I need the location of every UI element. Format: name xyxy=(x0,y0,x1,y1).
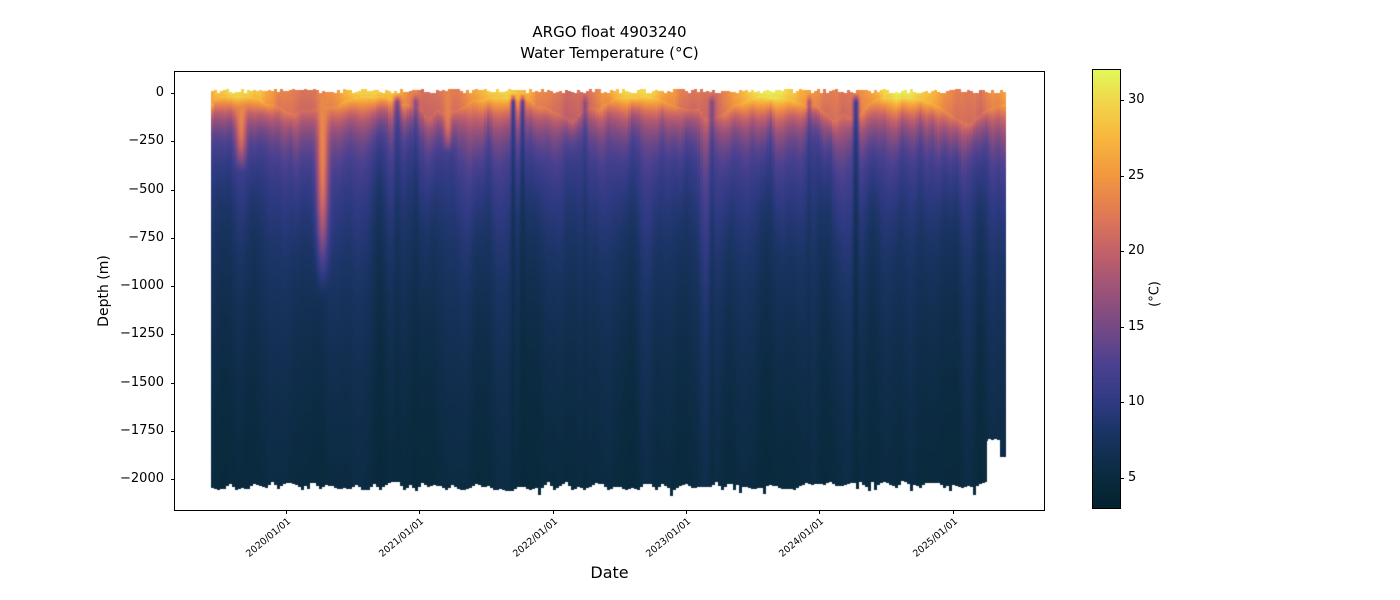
y-tick xyxy=(171,334,175,336)
colorbar-tick xyxy=(1120,402,1124,404)
heatmap-canvas xyxy=(175,72,1044,510)
chart-title: ARGO float 4903240 xyxy=(532,23,687,41)
colorbar-tick xyxy=(1120,477,1124,479)
colorbar-tick xyxy=(1120,175,1124,177)
y-tick xyxy=(171,237,175,239)
y-tick-label: −250 xyxy=(128,133,164,149)
y-tick-label: −2000 xyxy=(120,471,164,486)
colorbar-label: (°C) xyxy=(1147,281,1163,307)
x-tick-label: 2022/01/01 xyxy=(510,516,560,560)
y-tick-label: −750 xyxy=(128,229,164,245)
colorbar-gradient xyxy=(1093,70,1120,508)
colorbar-tick-label: 30 xyxy=(1128,92,1145,108)
y-tick xyxy=(171,286,175,287)
x-tick-label: 2020/01/01 xyxy=(244,516,294,560)
y-tick xyxy=(171,93,175,94)
y-tick-label: −1500 xyxy=(120,374,164,390)
title-block: ARGO float 4903240 Water Temperature (°C… xyxy=(175,22,1044,64)
chart-subtitle: Water Temperature (°C) xyxy=(520,44,699,62)
x-tick xyxy=(286,510,287,514)
x-tick-label: 2024/01/01 xyxy=(777,516,827,560)
x-tick xyxy=(952,510,954,514)
colorbar-tick xyxy=(1120,100,1124,102)
y-tick-label: −1750 xyxy=(120,422,164,438)
y-tick-label: 0 xyxy=(155,85,164,100)
colorbar-tick-label: 15 xyxy=(1128,318,1145,334)
plot-area xyxy=(174,71,1045,511)
x-tick xyxy=(552,510,554,514)
y-tick xyxy=(171,479,175,480)
colorbar-tick-label: 20 xyxy=(1128,243,1145,259)
x-axis-label: Date xyxy=(590,563,629,582)
colorbar-tick xyxy=(1120,326,1124,328)
y-tick xyxy=(171,382,175,384)
colorbar-tick-label: 10 xyxy=(1128,394,1145,410)
x-tick-label: 2021/01/01 xyxy=(377,516,427,560)
x-tick-label: 2023/01/01 xyxy=(644,516,694,560)
y-tick xyxy=(171,430,175,432)
y-tick-label: −1000 xyxy=(120,278,164,293)
y-tick xyxy=(171,141,175,143)
colorbar-tick xyxy=(1120,251,1124,253)
x-tick xyxy=(819,510,821,514)
x-tick xyxy=(419,510,421,514)
colorbar xyxy=(1092,69,1121,509)
y-tick xyxy=(171,189,175,191)
y-tick-label: −500 xyxy=(128,181,164,197)
x-tick-label: 2025/01/01 xyxy=(910,516,960,560)
colorbar-tick-label: 25 xyxy=(1128,167,1145,183)
y-tick-label: −1250 xyxy=(120,326,164,342)
x-tick xyxy=(686,510,688,514)
colorbar-tick-label: 5 xyxy=(1128,469,1137,485)
